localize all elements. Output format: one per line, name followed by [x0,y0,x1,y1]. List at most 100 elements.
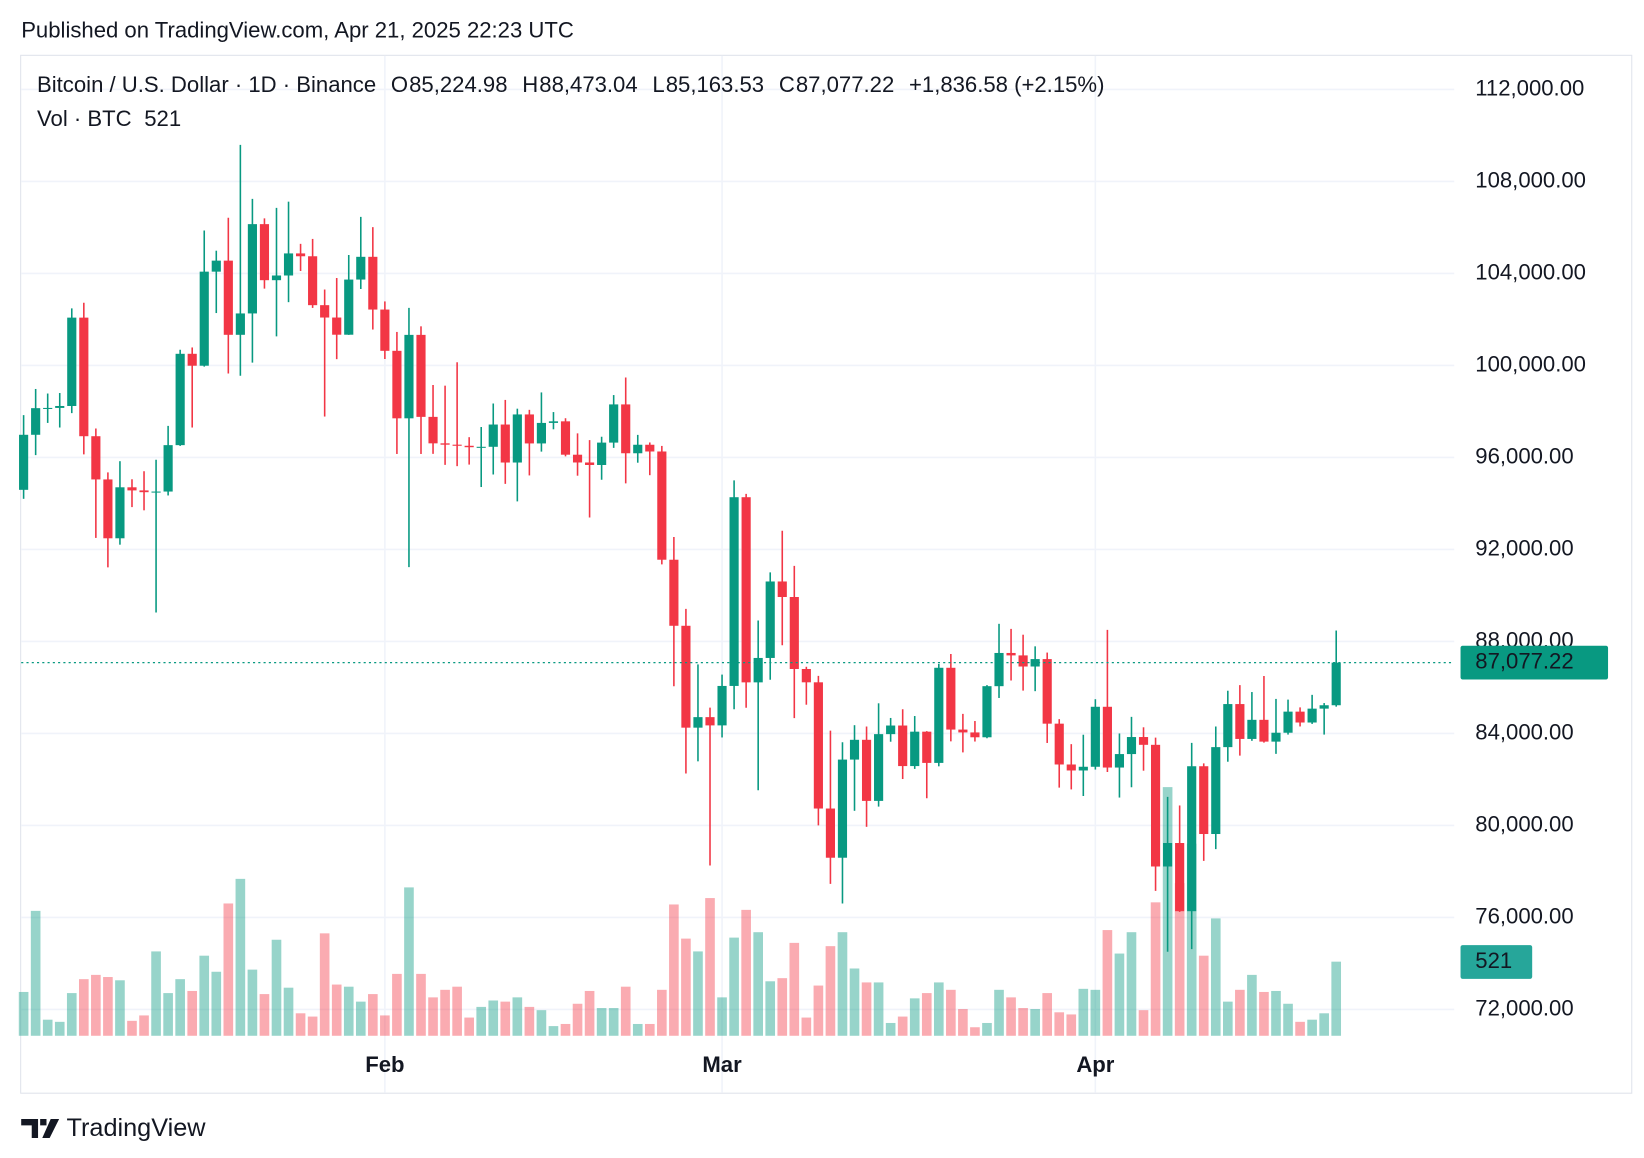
candle-body [199,271,209,366]
candle-body [211,260,221,272]
volume-bar [79,979,89,1036]
volume-bar [1319,1013,1329,1036]
candle-body [1150,744,1161,867]
volume-bar [428,997,438,1036]
candle-body [657,451,667,560]
chart-frame [20,54,1633,1094]
candle-body [1126,737,1137,755]
volume-bar [1259,991,1269,1036]
volume-bar [608,1008,619,1036]
candle-body [536,422,546,444]
ohlc-value: 87,077.22 [796,72,894,97]
volume-bar [560,1023,571,1036]
candle-body [235,313,245,335]
candle-body [1163,843,1173,867]
candle-body [1102,706,1112,768]
volume-bar [524,1006,535,1036]
volume-bar [849,968,860,1036]
candle-body [705,717,715,726]
volume-bar [693,951,703,1036]
candle-body [1223,704,1233,748]
volume-bar [1150,902,1161,1036]
price-tag [1460,645,1609,680]
volume-bar [933,982,944,1036]
ohlc-value: 85,163.53 [666,72,764,97]
price-tag-label: 87,077.22 [1475,648,1573,673]
volume-bar [211,971,222,1036]
candle-body [55,405,65,408]
volume-bar [801,1017,812,1036]
volume-bar [139,1015,149,1036]
volume-bar [187,990,198,1036]
ohlc-key: O [391,72,408,97]
candle-body [115,487,125,539]
candle-body [609,404,619,443]
candle-body [789,597,799,669]
candle-body [874,734,884,801]
candle-body [825,808,836,858]
volume-bar [536,1010,547,1036]
candle-body [1319,705,1329,709]
volume-bar [765,981,776,1036]
candle-body [958,729,968,733]
volume-bar [669,904,679,1036]
volume-bar [958,1009,968,1036]
volume-bar [825,946,836,1036]
x-tick-label: Feb [365,1052,404,1077]
volume-bar [753,932,763,1036]
volume-bar [1042,993,1053,1036]
volume-bar [1090,989,1101,1036]
volume-bar [368,994,378,1036]
candle-body [356,256,366,280]
volume-bar [1138,1010,1149,1036]
volume-bar [1114,953,1125,1036]
candle-body [886,725,896,735]
volume-bar [115,980,125,1036]
candle-body [693,717,703,728]
candle-body [1271,732,1281,742]
volume-bar [1223,1001,1233,1036]
candle-body [416,334,426,417]
volume-bar [392,973,402,1036]
candle-body [801,668,811,683]
candle-body [1006,652,1016,656]
y-tick-label: 96,000.00 [1475,443,1573,468]
candle-body [440,443,450,445]
volume-bar [500,1001,511,1036]
candle-body [729,497,739,686]
volume-bar [1066,1014,1077,1036]
candle-body [392,350,402,419]
candle-body [1247,719,1257,739]
volume-bar [741,909,751,1036]
volume-bar [440,989,450,1036]
candle-body [837,759,848,858]
x-tick-label: Mar [702,1052,742,1077]
volume-bar [380,1015,390,1036]
candle-body [681,625,691,728]
y-tick-label: 92,000.00 [1475,535,1573,560]
volume-bar [584,990,595,1036]
volume-bar [283,987,294,1036]
candle-body [464,445,474,448]
volume-bar [548,1026,559,1036]
candle-body [597,442,607,465]
candle-body [500,424,510,463]
volume-bar [1235,989,1245,1036]
candle-body [43,407,53,409]
candle-body [103,479,113,539]
volume-bar [994,989,1004,1036]
volume-title: Vol · BTC [37,106,132,131]
candle-body [572,454,583,463]
candle-body [1054,723,1064,765]
volume-bar [1174,883,1185,1036]
candle-body [512,414,522,463]
candle-body [91,436,101,480]
volume-bar [343,986,354,1036]
y-tick-label: 100,000.00 [1475,351,1586,376]
volume-bar [897,1016,908,1036]
volume-bar [151,951,161,1036]
y-tick-label: 84,000.00 [1475,719,1573,744]
volume-bar [1247,974,1257,1036]
